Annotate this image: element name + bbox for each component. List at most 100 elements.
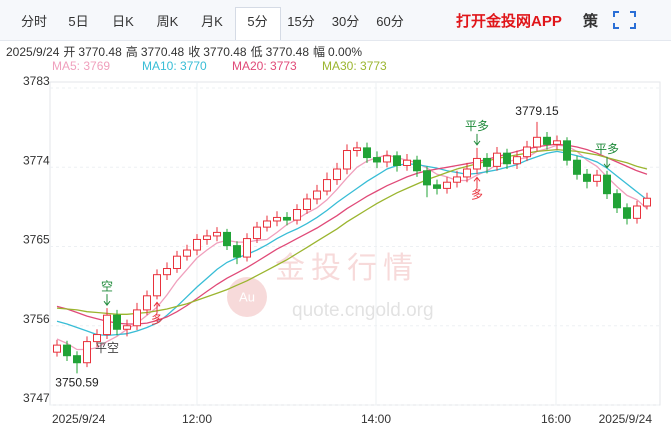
candle-body: [603, 174, 611, 195]
candle-body: [503, 152, 511, 165]
y-tick-label: 3765: [23, 233, 50, 247]
candle-body: [113, 314, 121, 330]
candle-body: [283, 216, 291, 221]
info-value: 3770.48: [265, 45, 310, 59]
info-value: 0.00%: [328, 45, 363, 59]
candle-body: [413, 159, 421, 172]
candle-body: [253, 226, 261, 240]
tab[interactable]: 5日: [68, 14, 89, 29]
candle-body: [93, 334, 101, 343]
watermark-logo: Au: [239, 289, 255, 304]
tab[interactable]: 15分: [287, 14, 315, 29]
app-link[interactable]: 打开金投网APP: [456, 13, 562, 30]
fullscreen-icon[interactable]: [613, 11, 636, 29]
annotation: 3750.59: [55, 376, 99, 390]
candle-body: [163, 268, 171, 276]
candle-body: [73, 355, 81, 364]
candle-body: [53, 344, 61, 353]
candle-body: [143, 295, 151, 311]
candle-body: [323, 179, 331, 192]
candle-body: [203, 235, 211, 240]
tab[interactable]: 周K: [156, 14, 179, 29]
legend-entry: MA5: 3769: [52, 59, 111, 73]
candle-body: [463, 168, 471, 178]
strategy-button[interactable]: 策: [583, 13, 599, 30]
candle-body: [213, 231, 221, 237]
candle-body: [473, 157, 481, 170]
ma-line: [56, 144, 648, 351]
ma-line: [56, 150, 648, 337]
candle-body: [443, 181, 451, 189]
ma-line: [56, 143, 648, 325]
y-tick-label: 3747: [23, 391, 50, 405]
annotation: 空: [101, 279, 113, 293]
x-tick-label: 2025/9/24: [599, 412, 653, 426]
signal-arrow-head: [603, 163, 611, 169]
x-tick-label: 16:00: [541, 412, 571, 426]
candle-body: [383, 155, 391, 163]
annotation: 平空: [95, 341, 119, 355]
info-date: 2025/9/24: [6, 45, 60, 59]
candle-body: [233, 245, 241, 258]
info-label: 开: [63, 45, 76, 59]
candle-body: [193, 238, 201, 251]
candle-body: [353, 147, 361, 152]
tab[interactable]: 30分: [331, 14, 360, 29]
y-tick-label: 3783: [23, 74, 50, 88]
annotation: 平多: [595, 142, 619, 156]
candle-body: [393, 155, 401, 166]
info-value: 3770.48: [140, 45, 185, 59]
legend-entry: MA20: 3773: [232, 59, 297, 73]
info-label: 低: [250, 45, 263, 59]
candle-body: [303, 198, 311, 211]
signal-arrow-head: [103, 300, 111, 306]
candle-body: [593, 174, 601, 182]
candle-body: [363, 147, 371, 159]
y-tick-label: 3756: [23, 312, 50, 326]
candle-body: [613, 193, 621, 209]
tab[interactable]: 月K: [201, 14, 223, 29]
signal-arrow-head: [153, 301, 161, 307]
candle-body: [633, 205, 641, 219]
candle-body: [173, 255, 181, 270]
y-tick-label: 3774: [23, 153, 50, 167]
candle-body: [223, 231, 231, 247]
tab[interactable]: 日K: [112, 14, 134, 29]
candle-body: [423, 170, 431, 186]
candle-body: [403, 159, 411, 166]
candle-body: [623, 207, 631, 219]
candle-body: [563, 140, 571, 161]
candle-body: [133, 309, 141, 327]
candle-body: [343, 150, 351, 170]
legend-entry: MA10: 3770: [142, 59, 207, 73]
tab[interactable]: 分时: [20, 14, 47, 29]
tab[interactable]: 5分: [234, 7, 281, 40]
tab[interactable]: 60分: [376, 14, 404, 29]
candle-body: [153, 274, 161, 297]
candle-body: [513, 156, 521, 165]
candle-body: [433, 184, 441, 189]
candle-body: [453, 176, 461, 183]
legend-entry: MA30: 3773: [322, 59, 387, 73]
watermark-url: quote.cngold.org: [292, 300, 434, 321]
candle-body: [103, 314, 111, 336]
signal-arrow-head: [473, 176, 481, 182]
candle-body: [373, 157, 381, 163]
info-row: 2025/9/24 开 3770.48 高 3770.48 收 3770.48 低 3770.4…: [6, 43, 366, 60]
candle-body: [523, 146, 531, 158]
candle-body: [533, 136, 541, 148]
candle-body: [583, 173, 591, 182]
signal-arrow-head: [473, 140, 481, 146]
annotation: 平多: [465, 119, 489, 133]
candle-body: [263, 220, 271, 228]
x-tick-label: 2025/9/24: [52, 412, 106, 426]
candle-body: [493, 152, 501, 167]
info-value: 3770.48: [78, 45, 122, 59]
x-tick-label: 12:00: [182, 412, 212, 426]
x-tick-label: 14:00: [361, 412, 391, 426]
info-value: 3770.48: [203, 45, 247, 59]
candle-body: [183, 249, 191, 257]
watermark-title: 金投行情: [275, 252, 419, 285]
